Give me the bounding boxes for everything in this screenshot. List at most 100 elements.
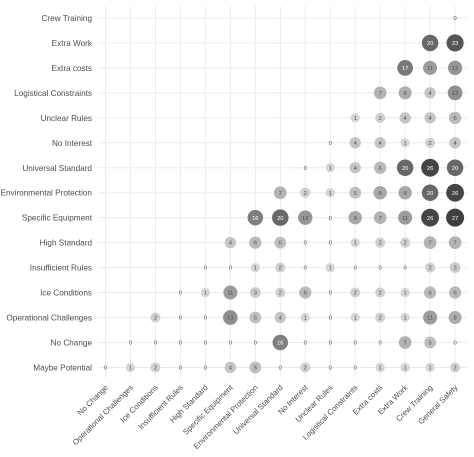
data-bubble <box>275 287 286 298</box>
data-value-label: 1 <box>404 316 407 322</box>
y-tick-label: Extra Work <box>52 39 93 48</box>
data-bubble <box>375 237 386 248</box>
data-value-label: 12 <box>302 216 308 222</box>
data-bubble <box>400 362 410 373</box>
data-value-label: 0 <box>179 291 182 297</box>
data-bubble <box>249 287 261 298</box>
data-value-label: 0 <box>304 166 307 172</box>
data-bubble <box>325 262 335 273</box>
data-value-label: 7 <box>404 341 407 347</box>
data-value-label: 0 <box>304 241 307 247</box>
data-bubble <box>447 85 463 101</box>
data-value-label: 4 <box>279 316 283 322</box>
data-bubble <box>398 210 413 225</box>
data-bubble <box>300 362 311 373</box>
data-value-label: 20 <box>452 166 458 172</box>
data-value-label: 0 <box>329 216 332 222</box>
data-bubble <box>423 286 437 299</box>
data-value-label: 2 <box>354 291 357 297</box>
data-bubble <box>350 312 360 323</box>
data-bubble <box>249 236 262 249</box>
x-tick-label: Insufficient Rules <box>137 383 185 431</box>
data-bubble <box>400 312 410 323</box>
data-value-label: 1 <box>428 366 431 372</box>
data-value-label: 0 <box>404 266 407 272</box>
data-bubble <box>399 112 411 124</box>
data-bubble <box>421 34 439 52</box>
data-value-label: 11 <box>427 66 433 72</box>
data-bubble <box>224 236 237 249</box>
data-value-label: 8 <box>404 91 407 97</box>
data-value-label: 1 <box>404 141 407 147</box>
data-value-label: 0 <box>329 241 332 247</box>
data-value-label: 13 <box>452 91 458 97</box>
data-bubble <box>299 286 312 299</box>
data-value-label: 6 <box>304 291 307 297</box>
data-value-label: 2 <box>379 291 382 297</box>
data-value-label: 26 <box>452 191 458 197</box>
data-value-label: 12 <box>452 66 458 72</box>
data-value-label: 1 <box>404 366 407 372</box>
data-bubble <box>348 210 362 225</box>
data-value-label: 4 <box>354 141 358 147</box>
data-value-label: 4 <box>453 141 457 147</box>
data-bubble <box>398 186 412 200</box>
data-bubble <box>373 211 387 225</box>
data-bubble <box>448 111 462 124</box>
data-value-label: 8 <box>453 316 456 322</box>
data-bubble <box>375 312 386 323</box>
data-value-label: 9 <box>404 191 407 197</box>
y-tick-label: Operational Challenges <box>6 314 92 323</box>
data-value-label: 4 <box>404 116 408 122</box>
data-value-label: 0 <box>354 341 357 347</box>
data-value-label: 23 <box>452 41 458 47</box>
y-tick-label: Insufficient Rules <box>30 264 92 273</box>
data-bubble <box>423 60 438 75</box>
data-value-label: 1 <box>404 291 407 297</box>
data-value-label: 27 <box>452 216 458 222</box>
data-bubble <box>247 209 264 226</box>
data-value-label: 0 <box>304 266 307 272</box>
data-bubble <box>448 310 462 325</box>
data-value-label: 0 <box>304 341 307 347</box>
data-value-label: 11 <box>402 216 408 222</box>
data-value-label: 0 <box>179 316 182 322</box>
data-value-label: 2 <box>279 266 282 272</box>
data-value-label: 0 <box>179 366 182 372</box>
data-value-label: 0 <box>204 266 207 272</box>
data-value-label: 26 <box>427 216 433 222</box>
data-value-label: 1 <box>329 166 332 172</box>
data-bubble <box>375 287 386 298</box>
data-bubble <box>400 287 410 298</box>
data-value-label: 0 <box>329 316 332 322</box>
data-bubble <box>446 208 465 227</box>
data-bubble <box>448 286 462 299</box>
data-value-label: 2 <box>379 116 382 122</box>
data-value-label: 9 <box>379 191 382 197</box>
data-value-label: 2 <box>154 316 157 322</box>
data-value-label: 4 <box>229 366 233 372</box>
data-value-label: 11 <box>427 316 433 322</box>
y-tick-label: Extra costs <box>52 64 93 73</box>
data-value-label: 0 <box>204 316 207 322</box>
data-bubble <box>350 238 360 248</box>
data-bubble <box>224 361 237 374</box>
data-bubble <box>421 208 440 227</box>
data-value-label: 4 <box>428 116 432 122</box>
data-bubble <box>200 287 211 298</box>
data-bubble <box>446 159 464 177</box>
data-bubble <box>150 362 161 373</box>
data-value-label: 6 <box>428 291 431 297</box>
data-bubble <box>421 158 440 177</box>
data-bubble <box>424 336 437 349</box>
data-value-label: 7 <box>379 216 382 222</box>
data-bubble <box>349 186 362 199</box>
data-value-label: 2 <box>379 241 382 247</box>
data-value-label: 0 <box>354 366 357 372</box>
data-value-label: 7 <box>428 241 431 247</box>
data-value-label: 5 <box>428 341 431 347</box>
data-value-label: 0 <box>279 366 282 372</box>
data-value-label: 2 <box>428 141 431 147</box>
y-tick-label: Universal Standard <box>22 164 92 173</box>
